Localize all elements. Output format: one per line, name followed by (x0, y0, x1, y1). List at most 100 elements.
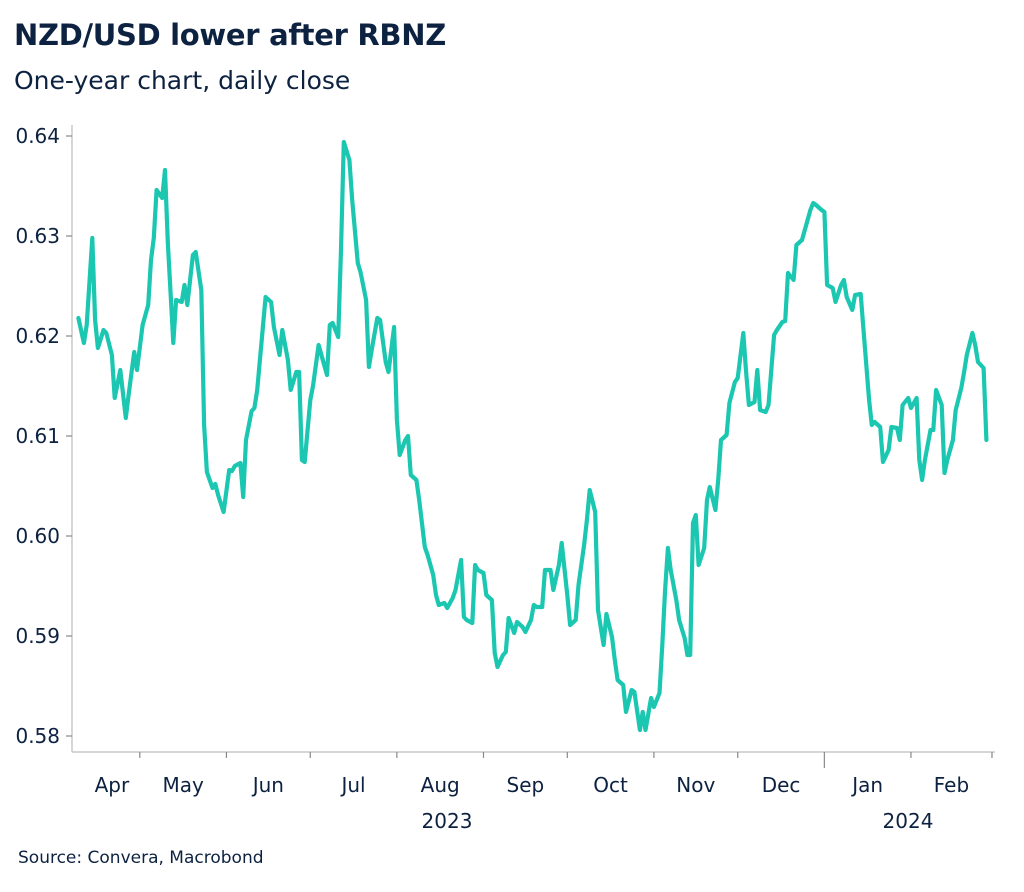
data-point (898, 438, 902, 442)
data-point (183, 283, 187, 287)
data-point (669, 568, 673, 572)
data-point (152, 236, 156, 240)
data-point (783, 319, 787, 323)
data-point (82, 341, 86, 345)
data-point (141, 323, 145, 327)
data-point (881, 460, 885, 464)
data-point (652, 705, 656, 709)
data-point (923, 458, 927, 462)
year-label: 2023 (422, 809, 473, 833)
data-point (568, 623, 572, 627)
x-tick-label: Feb (934, 773, 969, 797)
data-point (970, 331, 974, 335)
data-point (616, 678, 620, 682)
data-point (339, 248, 343, 252)
data-point (557, 563, 561, 567)
data-point (529, 618, 533, 622)
data-point (403, 438, 407, 442)
data-point (940, 403, 944, 407)
data-point (906, 396, 910, 400)
data-point (764, 410, 768, 414)
data-point (507, 616, 511, 620)
data-point (543, 568, 547, 572)
data-point (367, 365, 371, 369)
data-point (325, 373, 329, 377)
data-point (417, 498, 421, 502)
data-point (850, 308, 854, 312)
data-point (163, 168, 167, 172)
chart-title: NZD/USD lower after RBNZ (14, 18, 446, 52)
data-point (982, 366, 986, 370)
data-point (708, 485, 712, 489)
data-point (610, 635, 614, 639)
data-point (909, 406, 913, 410)
data-point (753, 400, 757, 404)
data-point (414, 478, 418, 482)
data-point (895, 426, 899, 430)
data-point (347, 158, 351, 162)
data-point (521, 625, 525, 629)
data-point (384, 360, 388, 364)
data-point (834, 300, 838, 304)
x-tick-label: May (162, 773, 204, 797)
data-point (110, 353, 114, 357)
data-point (336, 335, 340, 339)
data-point (705, 498, 709, 502)
data-point (677, 618, 681, 622)
data-point (261, 326, 265, 330)
data-point (132, 350, 136, 354)
data-point (767, 403, 771, 407)
data-point (551, 588, 555, 592)
data-point (155, 188, 159, 192)
data-point (803, 228, 807, 232)
data-point (920, 478, 924, 482)
data-point (697, 563, 701, 567)
data-point (252, 406, 256, 410)
data-point (725, 433, 729, 437)
data-point (160, 196, 164, 200)
data-point (744, 370, 748, 374)
data-point (887, 448, 891, 452)
data-point (621, 683, 625, 687)
data-point (727, 401, 731, 405)
data-point (596, 608, 600, 612)
data-point (808, 208, 812, 212)
data-point (149, 258, 153, 262)
data-point (493, 651, 497, 655)
x-tick-label: Jul (339, 773, 365, 797)
data-point (624, 710, 628, 714)
data-point (945, 458, 949, 462)
data-point (825, 283, 829, 287)
data-point (146, 303, 150, 307)
data-point (93, 318, 97, 322)
data-point (775, 328, 779, 332)
data-point (319, 353, 323, 357)
data-point (582, 543, 586, 547)
data-point (984, 438, 988, 442)
data-point (688, 653, 692, 657)
data-point (250, 409, 254, 413)
data-point (716, 478, 720, 482)
data-point (839, 283, 843, 287)
data-point (658, 691, 662, 695)
data-point (613, 658, 617, 662)
data-point (233, 464, 237, 468)
data-point (470, 621, 474, 625)
data-point (794, 243, 798, 247)
data-point (574, 618, 578, 622)
data-point (118, 368, 122, 372)
data-point (889, 425, 893, 429)
data-point (90, 236, 94, 240)
data-point (398, 453, 402, 457)
data-point (917, 458, 921, 462)
data-point (859, 292, 863, 296)
data-point (870, 423, 874, 427)
data-point (822, 210, 826, 214)
data-point (540, 605, 544, 609)
data-point (437, 603, 441, 607)
data-point (962, 370, 966, 374)
data-point (85, 323, 89, 327)
data-point (213, 482, 217, 486)
data-point (289, 388, 293, 392)
data-point (915, 396, 919, 400)
